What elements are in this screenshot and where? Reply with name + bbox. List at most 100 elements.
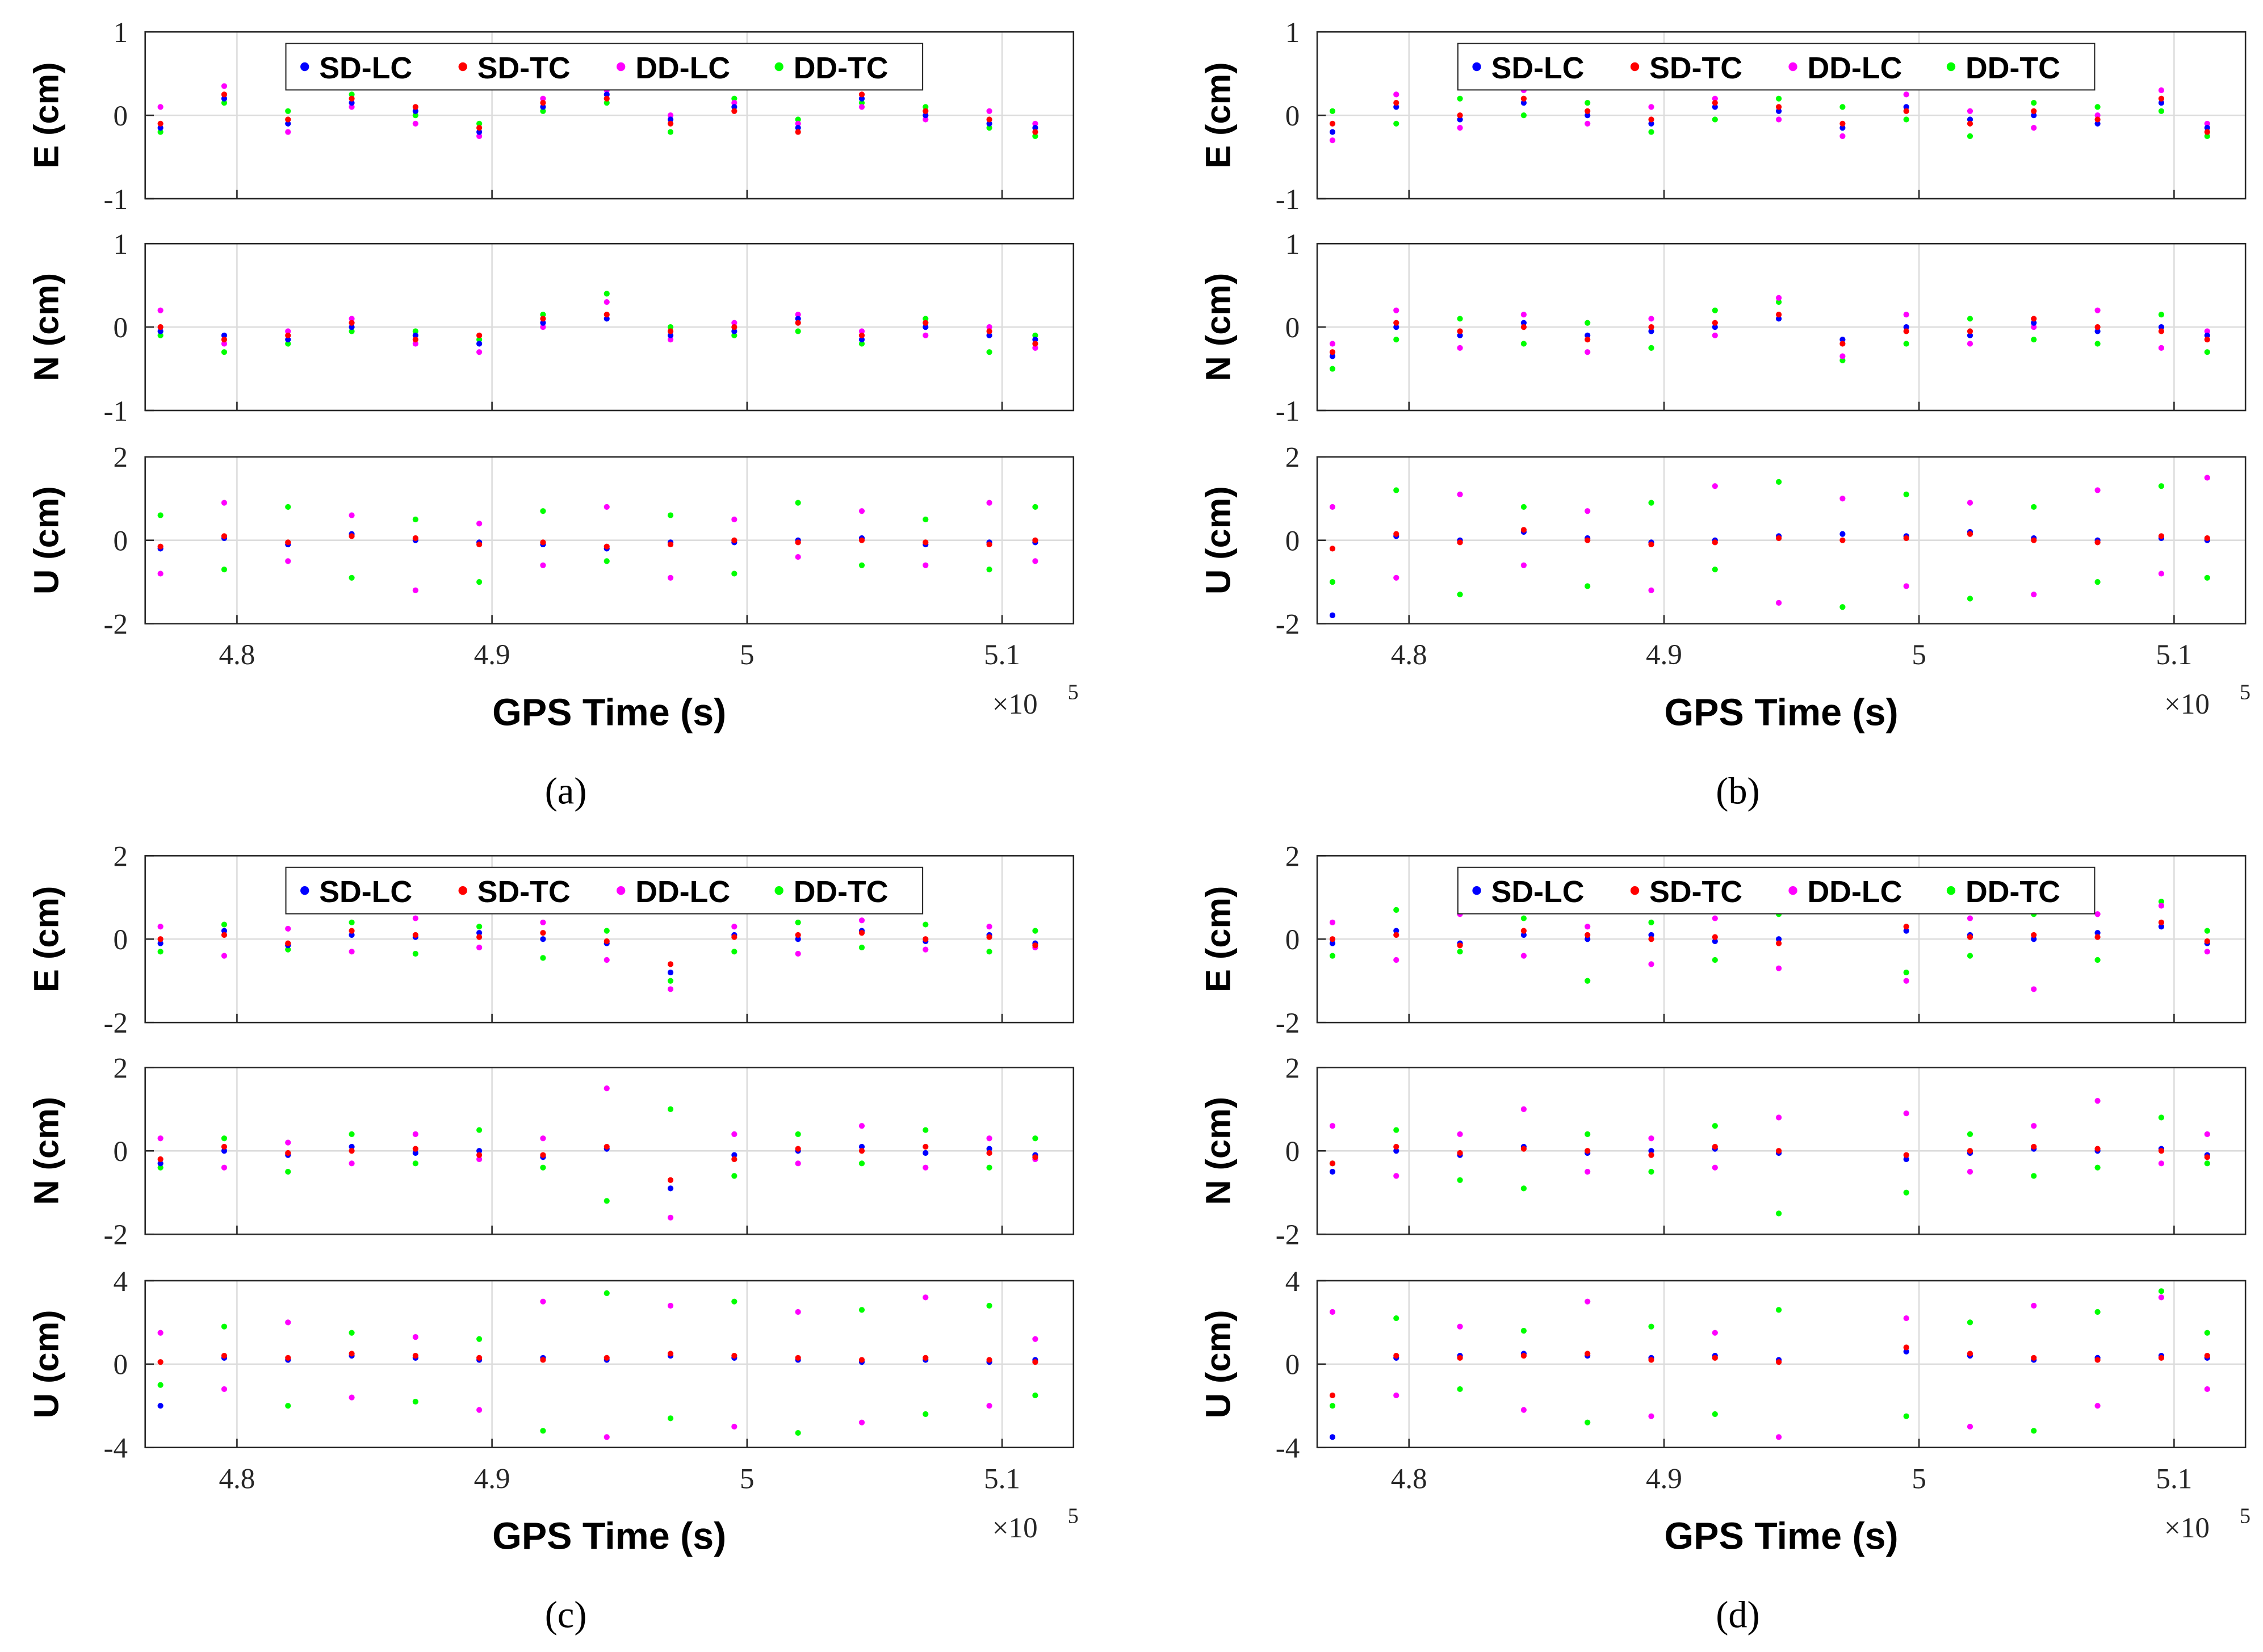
marker [986, 116, 992, 123]
marker [1903, 535, 1909, 542]
marker [285, 1355, 291, 1361]
legend-marker [1630, 62, 1640, 72]
marker [1839, 531, 1846, 537]
marker [1329, 1434, 1336, 1440]
marker [858, 508, 865, 514]
marker [412, 337, 418, 343]
marker [986, 541, 992, 548]
marker [1648, 129, 1654, 135]
x-tick-label: 4.9 [1646, 639, 1682, 671]
marker [1032, 341, 1038, 347]
legend-marker [300, 62, 309, 72]
marker [412, 950, 418, 957]
marker [1329, 579, 1336, 585]
legend-label: DD-TC [1966, 51, 2060, 85]
marker [795, 919, 801, 926]
marker [349, 91, 355, 98]
caption: (b) [1716, 770, 1759, 812]
marker [1329, 1309, 1336, 1315]
marker [1457, 592, 1463, 598]
marker [1967, 108, 1973, 114]
marker [1903, 311, 1909, 318]
marker [1520, 320, 1527, 326]
marker [1712, 957, 1718, 963]
marker [285, 341, 291, 347]
marker [604, 938, 610, 945]
marker [1329, 366, 1336, 372]
marker [1329, 137, 1336, 144]
marker [604, 311, 610, 318]
x-tick-label: 4.9 [474, 1462, 510, 1495]
marker [2158, 1160, 2165, 1167]
y-axis-label: N (cm) [26, 1097, 65, 1205]
marker [667, 961, 674, 967]
marker [349, 1131, 355, 1138]
y-axis-label: N (cm) [26, 273, 65, 381]
marker [1648, 328, 1654, 334]
marker [1585, 112, 1591, 119]
legend-marker [774, 886, 783, 895]
marker [221, 341, 228, 347]
marker [795, 320, 801, 326]
marker [1775, 116, 1782, 123]
marker [2158, 571, 2165, 577]
marker [1712, 324, 1718, 330]
marker [1775, 95, 1782, 102]
marker [604, 95, 610, 102]
x-axis-label: GPS Time (s) [492, 1516, 726, 1558]
markers [1329, 1288, 2210, 1440]
marker [2031, 1428, 2037, 1434]
caption: (c) [545, 1595, 587, 1636]
marker [1585, 1131, 1591, 1138]
marker [349, 328, 355, 334]
marker [221, 1148, 228, 1154]
marker [923, 1411, 929, 1418]
marker [604, 1143, 610, 1150]
marker [2204, 133, 2210, 139]
marker [349, 1143, 355, 1150]
marker [476, 120, 483, 127]
y-tick-label: -1 [103, 395, 128, 427]
marker [1712, 483, 1718, 489]
marker [476, 930, 483, 936]
marker [1839, 125, 1846, 131]
marker [285, 504, 291, 510]
marker [221, 1164, 228, 1171]
marker [285, 925, 291, 932]
marker [157, 512, 164, 518]
marker [540, 1428, 546, 1434]
marker [1967, 1168, 1973, 1175]
marker [1712, 1143, 1718, 1150]
marker [1393, 907, 1399, 913]
marker [795, 1429, 801, 1436]
marker [540, 95, 546, 102]
marker [157, 328, 164, 334]
marker [2094, 1164, 2101, 1171]
marker [2158, 99, 2165, 106]
marker [157, 1164, 164, 1171]
marker [157, 1403, 164, 1409]
marker [731, 1353, 737, 1359]
marker [2031, 1355, 2037, 1361]
marker [285, 1139, 291, 1146]
marker [1648, 116, 1654, 123]
marker [1648, 1413, 1654, 1419]
legend-label: SD-TC [477, 51, 571, 85]
marker [157, 936, 164, 942]
marker [540, 311, 546, 318]
marker [986, 924, 992, 930]
marker [476, 1156, 483, 1163]
y-tick-label: 0 [1285, 100, 1300, 132]
marker [1712, 95, 1718, 102]
y-axis-label: N (cm) [1198, 1097, 1238, 1205]
marker [1032, 504, 1038, 510]
marker [349, 104, 355, 110]
marker [476, 1127, 483, 1133]
x-multiplier-exponent: 5 [1068, 680, 1079, 704]
marker [1585, 978, 1591, 984]
marker [1648, 1152, 1654, 1158]
x-multiplier: ×10 [992, 688, 1038, 720]
marker [221, 932, 228, 938]
marker [2204, 475, 2210, 481]
marker [1839, 353, 1846, 359]
